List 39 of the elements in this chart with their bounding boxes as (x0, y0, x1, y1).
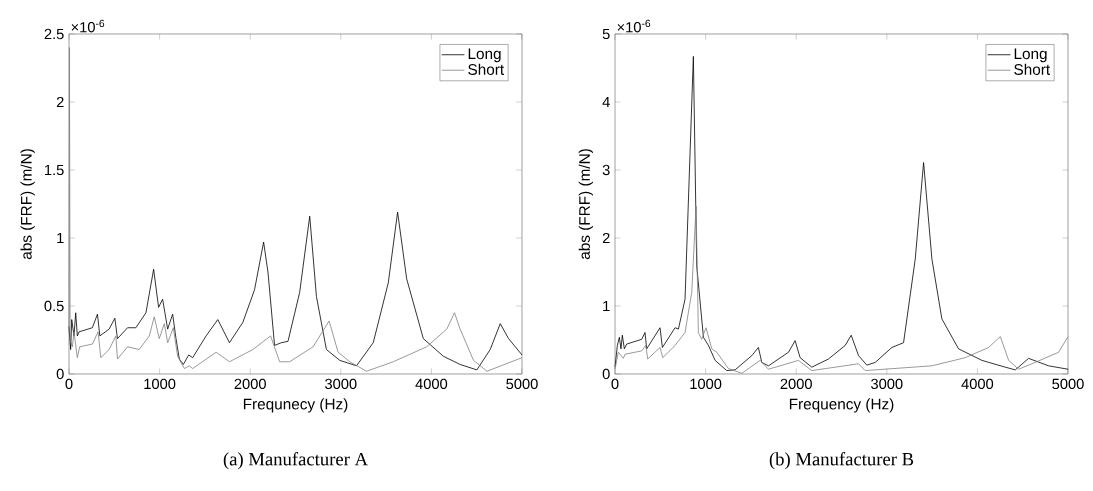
x-tick-label: 0 (611, 378, 619, 390)
x-tick-label: 1000 (690, 378, 722, 390)
text: ×10$^{-6}$ (71, 19, 105, 33)
x-tick-label: 4000 (415, 378, 448, 390)
legend-label: Short (468, 63, 505, 75)
text: (a) Manufacturer A (223, 452, 368, 470)
y-tick-label: 1 (603, 300, 610, 312)
y-axis-title: abs (FRF) (m/N) (578, 149, 593, 260)
x-tick-label: 2000 (780, 378, 812, 390)
y-tick-label: 2 (602, 232, 610, 244)
y-tick-label: 3 (602, 164, 610, 176)
y-tick-label: 2 (56, 96, 64, 108)
y-tick-label: 0 (602, 368, 610, 380)
x-axis-title: Frequency (Hz) (789, 398, 894, 413)
line-series (614, 205, 1069, 374)
x-tick-label: 3000 (871, 378, 903, 390)
line-series (68, 47, 523, 372)
x-tick-label: 5000 (1052, 378, 1084, 390)
x-axis-title: Frequnecy (Hz) (243, 398, 348, 413)
y-tick-label: 1.5 (45, 164, 64, 176)
y-axis-title: abs (FRF) (m/N) (20, 149, 35, 260)
x-tick-label: 4000 (961, 378, 994, 390)
y-tick-label: 4 (602, 96, 610, 108)
x-tick-label: 0 (65, 378, 73, 390)
x-tick-label: 2000 (234, 378, 266, 390)
line-series (68, 211, 523, 371)
y-tick-label: 0.5 (44, 300, 64, 312)
y-tick-label: 5 (602, 28, 610, 40)
y-tick-label: 0 (56, 368, 64, 380)
y-tick-label: 1 (57, 232, 64, 244)
legend-label: Long (468, 48, 501, 63)
text: (b) Manufacturer B (769, 452, 914, 470)
x-tick-label: 1000 (144, 378, 176, 390)
x-tick-label: 3000 (325, 378, 357, 390)
text: ×10$^{-6}$ (617, 19, 651, 33)
legend-label: Long (1014, 48, 1047, 63)
legend-label: Short (1014, 63, 1051, 75)
y-tick-label: 2.5 (44, 28, 64, 40)
x-tick-label: 5000 (506, 378, 538, 390)
